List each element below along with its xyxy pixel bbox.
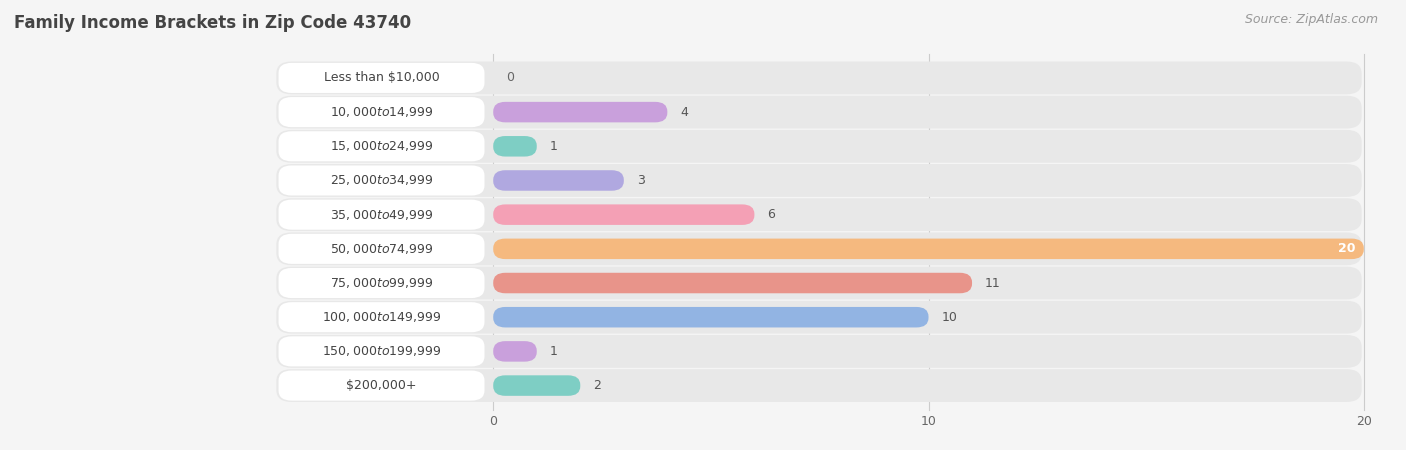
Text: 10: 10 [942, 310, 957, 324]
Text: 1: 1 [550, 140, 558, 153]
FancyBboxPatch shape [278, 370, 485, 400]
FancyBboxPatch shape [277, 62, 1361, 94]
Text: 2: 2 [593, 379, 602, 392]
FancyBboxPatch shape [278, 63, 485, 93]
FancyBboxPatch shape [277, 96, 1361, 129]
Text: 20: 20 [1337, 243, 1355, 255]
Text: 3: 3 [637, 174, 645, 187]
Text: $75,000 to $99,999: $75,000 to $99,999 [330, 276, 433, 290]
FancyBboxPatch shape [278, 268, 485, 298]
FancyBboxPatch shape [278, 200, 485, 230]
FancyBboxPatch shape [278, 97, 485, 127]
FancyBboxPatch shape [277, 233, 1361, 265]
FancyBboxPatch shape [494, 102, 668, 122]
FancyBboxPatch shape [277, 164, 1361, 197]
FancyBboxPatch shape [494, 170, 624, 191]
FancyBboxPatch shape [494, 238, 1364, 259]
FancyBboxPatch shape [278, 234, 485, 264]
FancyBboxPatch shape [494, 204, 755, 225]
Text: $15,000 to $24,999: $15,000 to $24,999 [330, 140, 433, 153]
Text: 11: 11 [986, 276, 1001, 289]
FancyBboxPatch shape [494, 307, 928, 328]
FancyBboxPatch shape [277, 335, 1361, 368]
Text: 4: 4 [681, 106, 689, 119]
Text: $25,000 to $34,999: $25,000 to $34,999 [330, 174, 433, 188]
Text: $50,000 to $74,999: $50,000 to $74,999 [330, 242, 433, 256]
Text: 6: 6 [768, 208, 775, 221]
Text: $150,000 to $199,999: $150,000 to $199,999 [322, 344, 441, 358]
Text: 0: 0 [506, 72, 515, 85]
Text: Less than $10,000: Less than $10,000 [323, 72, 440, 85]
Text: Source: ZipAtlas.com: Source: ZipAtlas.com [1244, 14, 1378, 27]
FancyBboxPatch shape [494, 375, 581, 396]
Text: $200,000+: $200,000+ [346, 379, 416, 392]
FancyBboxPatch shape [278, 336, 485, 366]
Text: Family Income Brackets in Zip Code 43740: Family Income Brackets in Zip Code 43740 [14, 14, 411, 32]
FancyBboxPatch shape [277, 198, 1361, 231]
FancyBboxPatch shape [277, 369, 1361, 402]
FancyBboxPatch shape [494, 341, 537, 362]
FancyBboxPatch shape [278, 302, 485, 332]
FancyBboxPatch shape [278, 166, 485, 195]
Text: 1: 1 [550, 345, 558, 358]
Text: $100,000 to $149,999: $100,000 to $149,999 [322, 310, 441, 324]
FancyBboxPatch shape [277, 266, 1361, 299]
FancyBboxPatch shape [494, 273, 972, 293]
FancyBboxPatch shape [278, 131, 485, 162]
FancyBboxPatch shape [277, 130, 1361, 163]
FancyBboxPatch shape [277, 301, 1361, 333]
Text: $10,000 to $14,999: $10,000 to $14,999 [330, 105, 433, 119]
Text: $35,000 to $49,999: $35,000 to $49,999 [330, 207, 433, 222]
FancyBboxPatch shape [494, 136, 537, 157]
